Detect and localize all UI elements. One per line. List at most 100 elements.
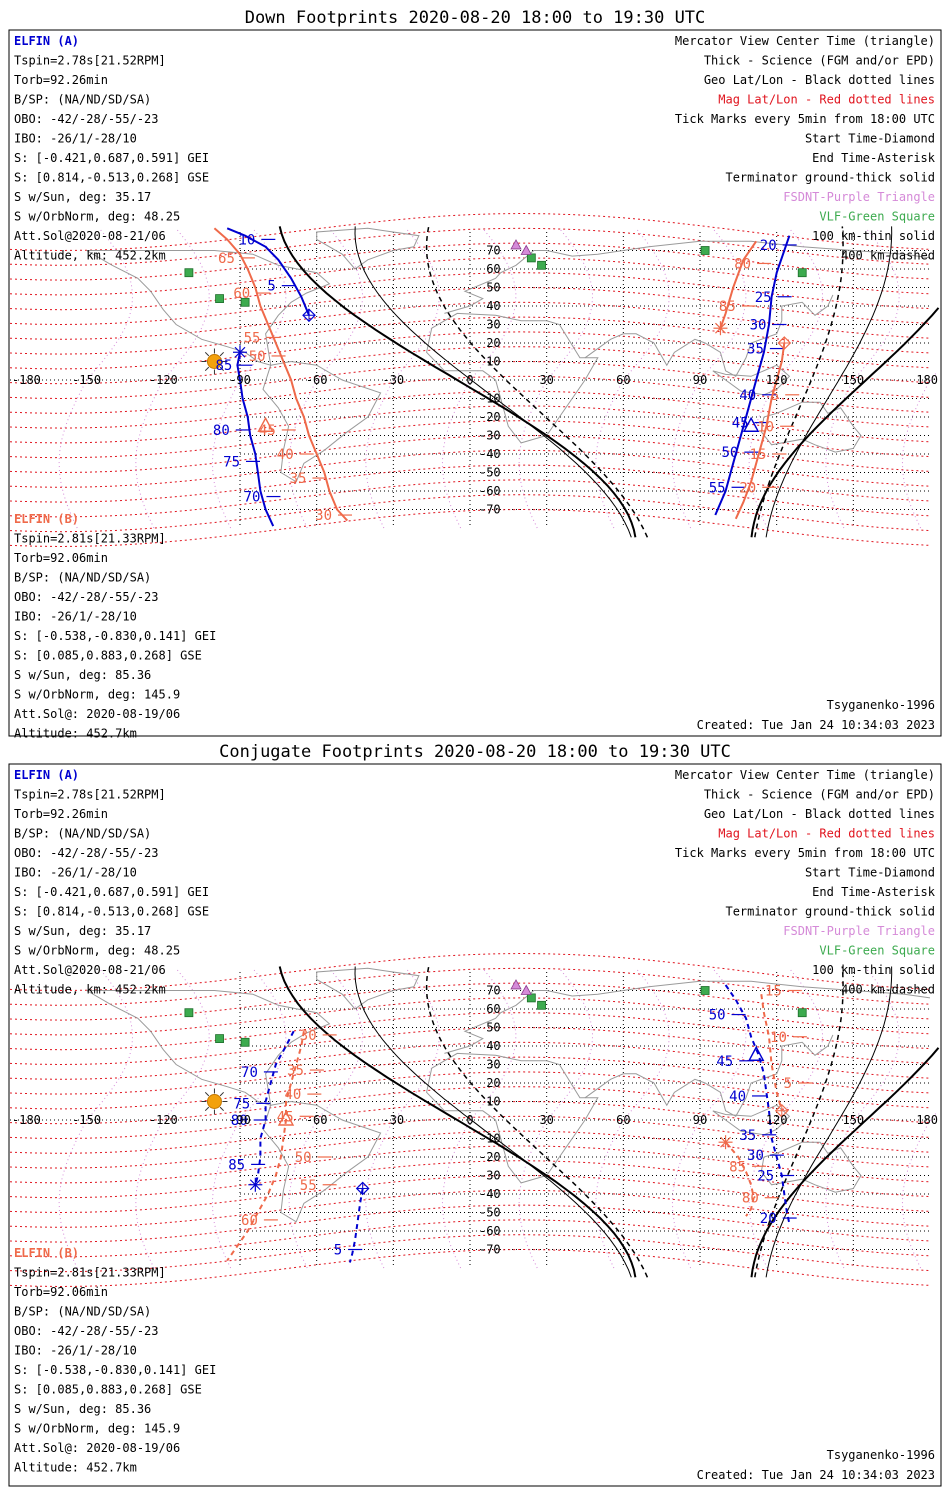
terminator-100km bbox=[354, 226, 632, 538]
lat-tick-label: 30 bbox=[486, 1058, 500, 1072]
sun-ray bbox=[219, 366, 224, 372]
elfin-a-info-line: S: [0.814,-0.513,0.268] GSE bbox=[14, 171, 209, 185]
legend-item: Terminator ground-thick solid bbox=[725, 171, 935, 185]
vlf-station-marker bbox=[537, 1000, 546, 1010]
mag-meridian bbox=[748, 967, 824, 1269]
lat-tick-label: -10 bbox=[479, 1132, 501, 1146]
mag-meridian bbox=[518, 967, 594, 1269]
footprint-track-b bbox=[724, 1141, 755, 1217]
panel-title: Down Footprints 2020-08-20 18:00 to 19:3… bbox=[245, 8, 706, 28]
elfin-b-title: ELFIN (B) bbox=[14, 1246, 79, 1260]
view-center-triangle bbox=[277, 1110, 295, 1126]
elfin-a-info-line: S: [0.814,-0.513,0.268] GSE bbox=[14, 905, 209, 919]
ground-stations bbox=[184, 239, 807, 375]
track-tick-label: 5 bbox=[267, 279, 275, 295]
lon-tick-label: -180 bbox=[12, 373, 41, 387]
mag-meridian bbox=[365, 227, 440, 529]
track-tick-label: 80 bbox=[742, 1191, 759, 1207]
mag-parallel bbox=[9, 1100, 931, 1140]
elfin-b-info-line: S w/Sun, deg: 85.36 bbox=[14, 668, 151, 682]
created-label: Created: Tue Jan 24 10:34:03 2023 bbox=[697, 718, 935, 732]
mag-parallel bbox=[9, 1145, 931, 1184]
track-tick-label: 30 bbox=[315, 508, 332, 524]
elfin-b-info-line: Att.Sol@: 2020-08-19/06 bbox=[14, 707, 180, 721]
mag-parallel bbox=[9, 1130, 931, 1169]
map-frame bbox=[8, 29, 942, 737]
mag-parallel bbox=[9, 420, 931, 459]
lon-tick-label: 90 bbox=[693, 373, 707, 387]
vlf-station-marker bbox=[184, 1008, 194, 1018]
elfin-a-info-line: Tspin=2.78s[21.52RPM] bbox=[14, 54, 166, 68]
mag-meridian bbox=[825, 967, 900, 1269]
fsdnt-station-marker bbox=[510, 979, 522, 990]
mag-meridian bbox=[365, 967, 440, 1269]
lat-tick-label: -10 bbox=[479, 392, 501, 406]
coastline bbox=[712, 364, 791, 396]
mag-parallel bbox=[9, 375, 931, 414]
legend-item: FSDNT-Purple Triangle bbox=[783, 190, 935, 204]
mag-meridian bbox=[901, 372, 937, 529]
track-tick-label: 10 bbox=[238, 232, 255, 248]
lon-tick-label: 150 bbox=[842, 1113, 864, 1127]
track-tick-label: 50 bbox=[709, 1008, 726, 1024]
mag-meridian bbox=[825, 227, 900, 529]
footprint-tracks: 7075808530354045505560550454035302520151… bbox=[226, 984, 812, 1263]
legend-item: 100 km-thin solid bbox=[812, 229, 935, 243]
mag-grid bbox=[9, 952, 937, 1288]
coastlines bbox=[86, 227, 931, 483]
terminator-lines bbox=[278, 226, 940, 538]
track-tick-label: 85 bbox=[215, 358, 232, 374]
model-label: Tsyganenko-1996 bbox=[827, 1448, 935, 1462]
legend-item: VLF-Green Square bbox=[819, 944, 935, 958]
lon-tick-label: 0 bbox=[466, 373, 473, 387]
coastline bbox=[262, 1100, 382, 1223]
track-tick-label: 75 bbox=[233, 1096, 250, 1112]
elfin-a-info-line: IBO: -26/1/-28/10 bbox=[14, 132, 137, 146]
lon-tick-label: 150 bbox=[842, 373, 864, 387]
coastline bbox=[426, 312, 599, 444]
mag-parallel bbox=[9, 1041, 931, 1080]
track-tick-label: 50 bbox=[249, 349, 266, 365]
lon-tick-label: 180 bbox=[916, 1113, 938, 1127]
track-tick-label: 85 bbox=[719, 299, 736, 315]
elfin-a-info-line: B/SP: (NA/ND/SD/SA) bbox=[14, 827, 151, 841]
track-tick-label: 45 bbox=[732, 416, 749, 432]
elfin-b-info-line: Altitude: 452.7km bbox=[14, 1461, 137, 1475]
vlf-station-marker bbox=[184, 268, 194, 278]
mag-parallel bbox=[9, 301, 931, 340]
vlf-station-marker bbox=[240, 1037, 250, 1047]
terminator-400km bbox=[754, 966, 844, 1278]
track-tick-label: 45 bbox=[716, 1054, 733, 1070]
end-time-asterisk bbox=[715, 322, 726, 334]
geo-grid bbox=[10, 232, 930, 528]
mag-parallel bbox=[9, 997, 931, 1036]
mag-parallel bbox=[9, 508, 931, 548]
track-tick-label: 80 bbox=[734, 256, 751, 272]
sun-icon bbox=[206, 354, 222, 369]
track-tick-label: 30 bbox=[750, 318, 767, 334]
lon-tick-label: 120 bbox=[766, 1113, 788, 1127]
footprint-track-a bbox=[348, 1188, 364, 1263]
ground-stations bbox=[184, 979, 807, 1115]
track-tick-label: 20 bbox=[760, 1211, 777, 1227]
sun-ray bbox=[204, 366, 210, 372]
lon-tick-label: -120 bbox=[149, 1113, 178, 1127]
elfin-b-info-line: Tspin=2.81s[21.33RPM] bbox=[14, 532, 166, 546]
mag-meridian bbox=[58, 227, 134, 529]
lon-tick-label: 180 bbox=[916, 373, 938, 387]
terminator-ground bbox=[278, 226, 637, 538]
sun-ray bbox=[219, 351, 224, 357]
lon-tick-label: 30 bbox=[539, 373, 553, 387]
mag-meridian bbox=[135, 227, 210, 529]
track-tick-label: 85 bbox=[729, 1159, 746, 1175]
track-tick-label: 55 bbox=[709, 480, 726, 496]
terminator-100km bbox=[765, 226, 893, 538]
track-tick-label: 55 bbox=[244, 330, 261, 346]
created-label: Created: Tue Jan 24 10:34:03 2023 bbox=[697, 1468, 935, 1482]
legend-item: Terminator ground-thick solid bbox=[725, 905, 935, 919]
sun-ray bbox=[219, 1091, 224, 1097]
lat-tick-label: -20 bbox=[479, 410, 501, 424]
elfin-a-info-line: Torb=92.26min bbox=[14, 807, 108, 821]
sun-ray bbox=[204, 1106, 210, 1112]
